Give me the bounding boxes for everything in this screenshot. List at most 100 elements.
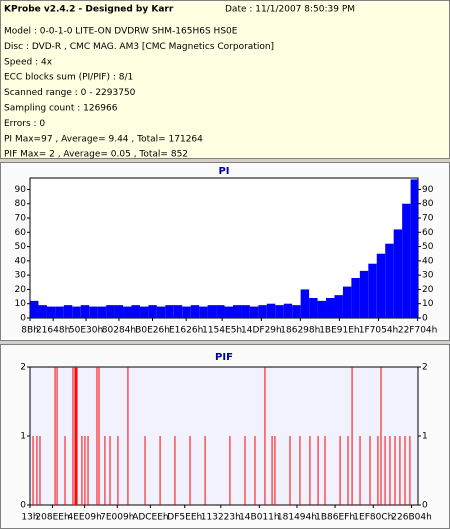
info-line: Sampling count : 126966 [4, 104, 118, 114]
y2-tick-label: 10 [422, 299, 434, 309]
pi-bar [30, 300, 39, 318]
x-tick-label: 181494h [277, 513, 317, 523]
y-tick-label: 50 [15, 242, 27, 252]
pi-bar [216, 305, 225, 318]
x-tick-label: 80284h [102, 326, 136, 336]
y-tick-label: 80 [15, 199, 27, 209]
pi-bar [89, 306, 98, 318]
info-line: Errors : 0 [4, 119, 45, 129]
x-tick-label: 1154E5h [202, 326, 242, 336]
y2-tick-label: 1 [422, 432, 428, 442]
y-tick-label: 10 [15, 299, 27, 309]
plot-area [29, 366, 419, 506]
pi-bar [385, 243, 394, 318]
pi-bar [266, 303, 276, 318]
y-tick-label: 20 [15, 285, 27, 295]
x-tick-label: 7E009h [100, 513, 134, 523]
pi-bar [410, 179, 418, 318]
y2-tick-label: 90 [422, 185, 434, 195]
pi-bar [114, 305, 124, 318]
x-tick-label: 1BE91Eh [319, 326, 359, 336]
y-tick-label: 60 [15, 228, 27, 238]
pi-bar [342, 286, 352, 318]
y2-tick-label: 50 [422, 242, 434, 252]
info-line: PIF Max= 2 , Average= 0.05 , Total= 852 [4, 150, 188, 160]
pi-bar [46, 306, 56, 318]
pi-bar [207, 305, 217, 318]
x-tick-label: 22F704h [398, 326, 438, 336]
pi-bar [148, 305, 157, 318]
y-tick-label: 30 [15, 271, 27, 281]
y2-tick-label: 80 [422, 199, 434, 209]
x-tick-label: B0E26h [135, 326, 170, 336]
pi-bar [292, 305, 301, 318]
pi-bar [283, 303, 293, 318]
y2-tick-label: 30 [422, 271, 434, 281]
pi-bar [326, 298, 335, 318]
pi-bar [258, 305, 267, 318]
pi-bar [232, 305, 242, 318]
x-tick-label: 4EE09h [68, 513, 102, 523]
pi-bar [300, 289, 310, 318]
info-line: Scanned range : 0 - 2293750 [4, 88, 136, 98]
pi-bar [139, 306, 149, 318]
pi-bar [38, 305, 47, 318]
pi-bar [351, 278, 360, 318]
x-tick-label: 1B86EFh [315, 513, 355, 523]
x-tick-label: 50E30h [69, 326, 103, 336]
y2-tick-label: 70 [422, 214, 434, 224]
pi-bar [309, 298, 318, 318]
pi-bar [55, 306, 64, 318]
pi-bar [275, 305, 284, 318]
y-tick-label: 0 [20, 314, 26, 324]
pi-bar [317, 300, 327, 318]
y-tick-label: 0 [20, 501, 26, 511]
pi-bar [368, 263, 377, 318]
y-tick-label: 70 [15, 214, 27, 224]
x-tick-label: 226B04h [391, 513, 432, 523]
x-tick-label: 186298h [280, 326, 320, 336]
chart-title: PIF [215, 352, 233, 363]
pi-bar [165, 305, 174, 318]
pi-bar [376, 253, 386, 318]
x-tick-label: 14B011h [239, 513, 280, 523]
x-tick-label: 8Bh [21, 326, 39, 336]
x-tick-label: 14DF29h [241, 326, 282, 336]
app-title: KProbe v2.4.2 - Designed by Karr [4, 5, 174, 15]
pi-bar [97, 306, 107, 318]
pi-bar [249, 306, 259, 318]
pi-bar [402, 203, 411, 318]
x-tick-label: 1EF80Ch [353, 513, 393, 523]
info-line: PI Max=97 , Average= 9.44 , Total= 17126… [4, 134, 203, 144]
y2-tick-label: 2 [422, 363, 428, 373]
x-tick-label: ADCEEh [132, 513, 168, 523]
info-line: Speed : 4x [4, 57, 53, 67]
y-tick-label: 90 [15, 185, 27, 195]
pi-bar [123, 306, 132, 318]
pi-bar [199, 306, 208, 318]
pi-bar [131, 305, 140, 318]
pi-bar [106, 305, 115, 318]
chart-title: PI [218, 166, 229, 177]
x-tick-label: DF5EEh [167, 513, 202, 523]
x-tick-label: E1626h [169, 326, 203, 336]
y-tick-label: 1 [20, 432, 26, 442]
y-tick-label: 40 [15, 256, 27, 266]
info-line: Disc : DVD-R , CMC MAG. AM3 [CMC Magneti… [4, 42, 274, 52]
pi-bar [359, 270, 369, 318]
y-tick-label: 2 [20, 363, 26, 373]
y2-tick-label: 20 [422, 285, 434, 295]
info-panel [0, 0, 450, 159]
pi-bar [241, 305, 250, 318]
pi-bar [80, 305, 90, 318]
pi-bar [182, 306, 191, 318]
pi-bar [190, 305, 200, 318]
scan-date: Date : 11/1/2007 8:50:39 PM [225, 5, 355, 15]
pi-bar [334, 295, 343, 318]
y2-tick-label: 0 [422, 314, 428, 324]
info-line: Model : 0-0-1-0 LITE-ON DVDRW SHM-165H6S… [4, 27, 238, 37]
y2-tick-label: 40 [422, 256, 434, 266]
pi-bar [63, 305, 73, 318]
